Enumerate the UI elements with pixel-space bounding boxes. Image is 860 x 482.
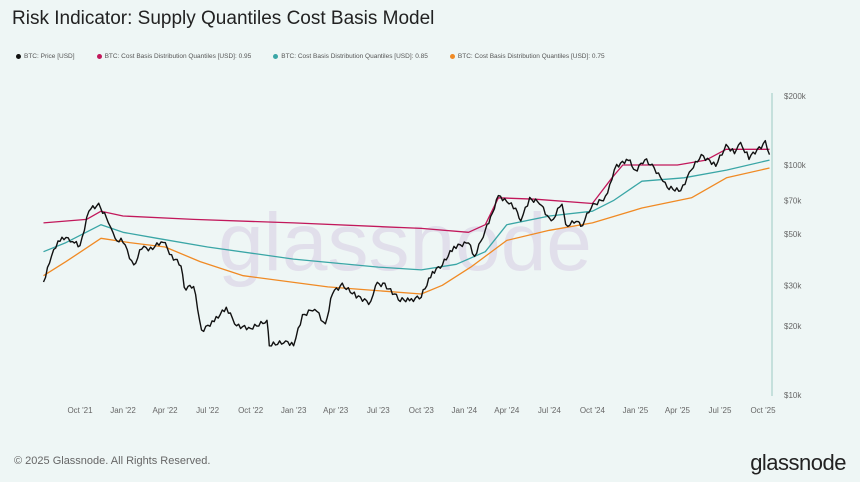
legend-item-q75[interactable]: BTC: Cost Basis Distribution Quantiles […	[449, 53, 605, 60]
copyright: © 2025 Glassnode. All Rights Reserved.	[14, 455, 211, 467]
x-tick-label: Apr '23	[323, 406, 349, 415]
legend-label: BTC: Cost Basis Distribution Quantiles […	[281, 53, 428, 60]
x-tick-label: Apr '22	[153, 406, 179, 415]
watermark: glassnode	[218, 197, 592, 288]
x-tick-label: Oct '25	[750, 406, 776, 415]
x-tick-label: Jul '23	[367, 406, 390, 415]
legend-label: BTC: Price [USD]	[24, 53, 75, 60]
q85-line	[43, 159, 770, 271]
legend-item-price[interactable]: BTC: Price [USD]	[16, 53, 75, 60]
glassnode-logo: glassnode	[750, 450, 846, 475]
y-tick-label: $30k	[784, 281, 802, 290]
x-tick-label: Apr '24	[494, 406, 520, 415]
y-tick-label: $100k	[784, 161, 807, 170]
q75-line	[43, 167, 770, 295]
x-tick-label: Oct '24	[580, 406, 606, 415]
x-tick-label: Oct '21	[67, 406, 93, 415]
price-line	[42, 139, 771, 347]
x-tick-label: Jul '25	[709, 406, 732, 415]
legend-label: BTC: Cost Basis Distribution Quantiles […	[104, 53, 252, 60]
y-tick-label: $200k	[784, 92, 807, 101]
legend-swatch	[449, 54, 455, 59]
x-tick-label: Oct '22	[238, 406, 264, 415]
x-tick-label: Jan '24	[452, 406, 478, 415]
x-tick-label: Jan '25	[623, 406, 649, 415]
y-tick-label: $50k	[784, 230, 802, 239]
chart-title: Risk Indicator: Supply Quantiles Cost Ba…	[12, 8, 435, 29]
y-tick-label: $10k	[784, 391, 802, 400]
legend-label: BTC: Cost Basis Distribution Quantiles […	[457, 53, 605, 60]
legend-item-q95[interactable]: BTC: Cost Basis Distribution Quantiles […	[96, 53, 252, 60]
y-tick-label: $20k	[784, 322, 802, 331]
x-tick-label: Jul '22	[196, 406, 219, 415]
legend-swatch	[16, 54, 21, 59]
legend-item-q85[interactable]: BTC: Cost Basis Distribution Quantiles […	[273, 53, 428, 60]
x-tick-label: Jul '24	[538, 406, 561, 415]
legend-swatch	[273, 54, 279, 59]
legend: BTC: Price [USD] BTC: Cost Basis Distrib…	[16, 53, 605, 60]
x-tick-label: Apr '25	[665, 406, 691, 415]
x-tick-label: Oct '23	[409, 406, 435, 415]
legend-swatch	[96, 54, 102, 59]
x-tick-label: Jan '22	[110, 406, 136, 415]
y-tick-label: $70k	[784, 197, 802, 206]
x-tick-label: Jan '23	[281, 406, 307, 415]
q95-line	[43, 148, 770, 233]
